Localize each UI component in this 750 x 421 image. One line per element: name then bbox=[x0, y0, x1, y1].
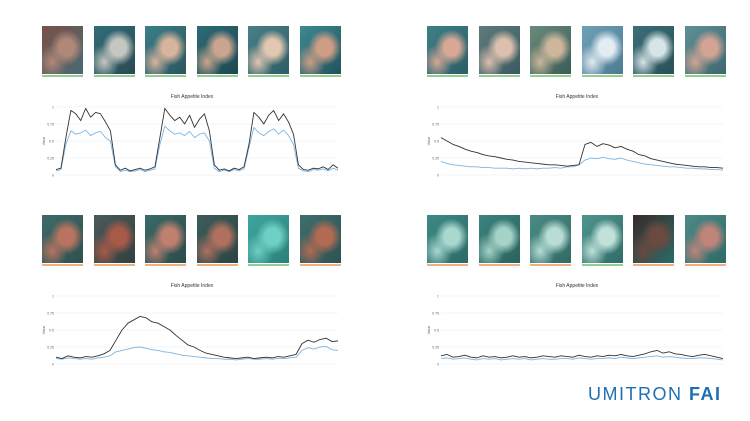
thumbnail-strip bbox=[427, 215, 727, 271]
series-line bbox=[55, 125, 339, 173]
thumbnail-strip bbox=[427, 26, 727, 82]
y-tick-label: 0.75 bbox=[432, 123, 439, 127]
series-line bbox=[440, 355, 724, 361]
series-line bbox=[55, 315, 339, 360]
fish-thumbnail[interactable] bbox=[196, 26, 238, 74]
thumbnail-label-bar bbox=[427, 264, 468, 266]
series-line bbox=[55, 107, 339, 172]
y-tick-label: 1 bbox=[437, 106, 439, 110]
fish-thumbnail[interactable] bbox=[478, 215, 520, 263]
y-tick-label: 1 bbox=[52, 295, 54, 299]
thumbnail-label-bar bbox=[478, 75, 520, 77]
y-tick-label: 0.75 bbox=[432, 312, 439, 316]
panel-top-right: Fish Appetite Index 0 0.25 0.5 0.75 1 Value bbox=[427, 26, 727, 178]
panel-bottom-left: Fish Appetite Index 0 0.25 0.5 0.75 1 Value bbox=[42, 215, 342, 367]
y-axis-label: Value bbox=[42, 326, 46, 335]
chart-title: Fish Appetite Index bbox=[170, 283, 214, 289]
thumbnail-label-bar bbox=[633, 75, 674, 77]
chart-title: Fish Appetite Index bbox=[555, 94, 599, 100]
fish-thumbnail[interactable] bbox=[530, 26, 571, 74]
chart-title: Fish Appetite Index bbox=[170, 94, 214, 100]
fish-thumbnail[interactable] bbox=[93, 215, 135, 263]
appetite-chart: 0 0.25 0.5 0.75 1 Value bbox=[427, 106, 724, 178]
fish-thumbnail[interactable] bbox=[633, 26, 674, 74]
fish-thumbnail[interactable] bbox=[478, 26, 520, 74]
fish-thumbnail[interactable] bbox=[145, 26, 186, 74]
y-tick-label: 0.5 bbox=[49, 329, 54, 333]
appetite-chart: 0 0.25 0.5 0.75 1 Value bbox=[427, 295, 724, 367]
thumbnail-label-bar bbox=[427, 75, 468, 77]
fish-thumbnail[interactable] bbox=[42, 215, 83, 263]
thumbnail-label-bar bbox=[530, 75, 571, 77]
y-tick-label: 0.75 bbox=[47, 312, 54, 316]
y-axis-label: Value bbox=[427, 326, 431, 335]
y-tick-label: 0.25 bbox=[47, 157, 54, 161]
fish-thumbnail[interactable] bbox=[684, 215, 726, 263]
thumbnail-label-bar bbox=[633, 264, 674, 266]
y-tick-label: 0.25 bbox=[432, 346, 439, 350]
y-axis-label: Value bbox=[427, 137, 431, 146]
appetite-chart: 0 0.25 0.5 0.75 1 Value bbox=[42, 295, 339, 367]
series-line bbox=[440, 349, 724, 359]
thumbnail-label-bar bbox=[196, 75, 238, 77]
y-tick-label: 0.5 bbox=[49, 140, 54, 144]
fish-thumbnail[interactable] bbox=[581, 26, 623, 74]
y-tick-label: 0.25 bbox=[432, 157, 439, 161]
y-tick-label: 1 bbox=[52, 106, 54, 110]
thumbnail-label-bar bbox=[581, 264, 623, 266]
fish-thumbnail[interactable] bbox=[42, 26, 83, 74]
thumbnail-label-bar bbox=[145, 264, 186, 266]
fish-thumbnail[interactable] bbox=[299, 215, 341, 263]
series-line bbox=[440, 156, 724, 171]
fish-thumbnail[interactable] bbox=[248, 26, 289, 74]
thumbnail-label-bar bbox=[93, 75, 135, 77]
y-tick-label: 0.25 bbox=[47, 346, 54, 350]
panel-bottom-right: Fish Appetite Index 0 0.25 0.5 0.75 1 Value bbox=[427, 215, 727, 367]
y-axis-label: Value bbox=[42, 137, 46, 146]
thumbnail-label-bar bbox=[684, 75, 726, 77]
y-tick-label: 1 bbox=[437, 295, 439, 299]
thumbnail-label-bar bbox=[478, 264, 520, 266]
fish-thumbnail[interactable] bbox=[196, 215, 238, 263]
thumbnail-label-bar bbox=[299, 264, 341, 266]
y-tick-label: 0 bbox=[437, 363, 439, 367]
brand-product: FAI bbox=[689, 384, 722, 404]
fish-thumbnail[interactable] bbox=[145, 215, 186, 263]
fish-thumbnail[interactable] bbox=[299, 26, 341, 74]
fish-thumbnail[interactable] bbox=[530, 215, 571, 263]
thumbnail-label-bar bbox=[93, 264, 135, 266]
thumbnail-label-bar bbox=[299, 75, 341, 77]
y-tick-label: 0.5 bbox=[434, 329, 439, 333]
thumbnail-label-bar bbox=[248, 264, 289, 266]
brand-name: UMITRON bbox=[588, 384, 683, 404]
thumbnail-label-bar bbox=[42, 264, 83, 266]
panel-top-left: Fish Appetite Index 0 0.25 0.5 0.75 1 Value bbox=[42, 26, 342, 178]
thumbnail-label-bar bbox=[196, 264, 238, 266]
fish-thumbnail[interactable] bbox=[427, 215, 468, 263]
chart-title: Fish Appetite Index bbox=[555, 283, 599, 289]
fish-thumbnail[interactable] bbox=[581, 215, 623, 263]
thumbnail-label-bar bbox=[42, 75, 83, 77]
thumbnail-label-bar bbox=[248, 75, 289, 77]
y-tick-label: 0 bbox=[52, 174, 54, 178]
y-tick-label: 0.5 bbox=[434, 140, 439, 144]
thumbnail-label-bar bbox=[684, 264, 726, 266]
thumbnail-strip bbox=[42, 26, 342, 82]
appetite-chart: 0 0.25 0.5 0.75 1 Value bbox=[42, 106, 339, 178]
thumbnail-label-bar bbox=[581, 75, 623, 77]
y-tick-label: 0.75 bbox=[47, 123, 54, 127]
y-tick-label: 0 bbox=[52, 363, 54, 367]
fish-thumbnail[interactable] bbox=[248, 215, 289, 263]
series-line bbox=[440, 137, 724, 169]
thumbnail-label-bar bbox=[145, 75, 186, 77]
brand-logo: UMITRON FAI bbox=[588, 384, 722, 405]
fish-thumbnail[interactable] bbox=[684, 26, 726, 74]
fish-thumbnail[interactable] bbox=[633, 215, 674, 263]
fish-thumbnail[interactable] bbox=[93, 26, 135, 74]
thumbnail-strip bbox=[42, 215, 342, 271]
fish-thumbnail[interactable] bbox=[427, 26, 468, 74]
y-tick-label: 0 bbox=[437, 174, 439, 178]
series-line bbox=[55, 345, 339, 361]
thumbnail-label-bar bbox=[530, 264, 571, 266]
